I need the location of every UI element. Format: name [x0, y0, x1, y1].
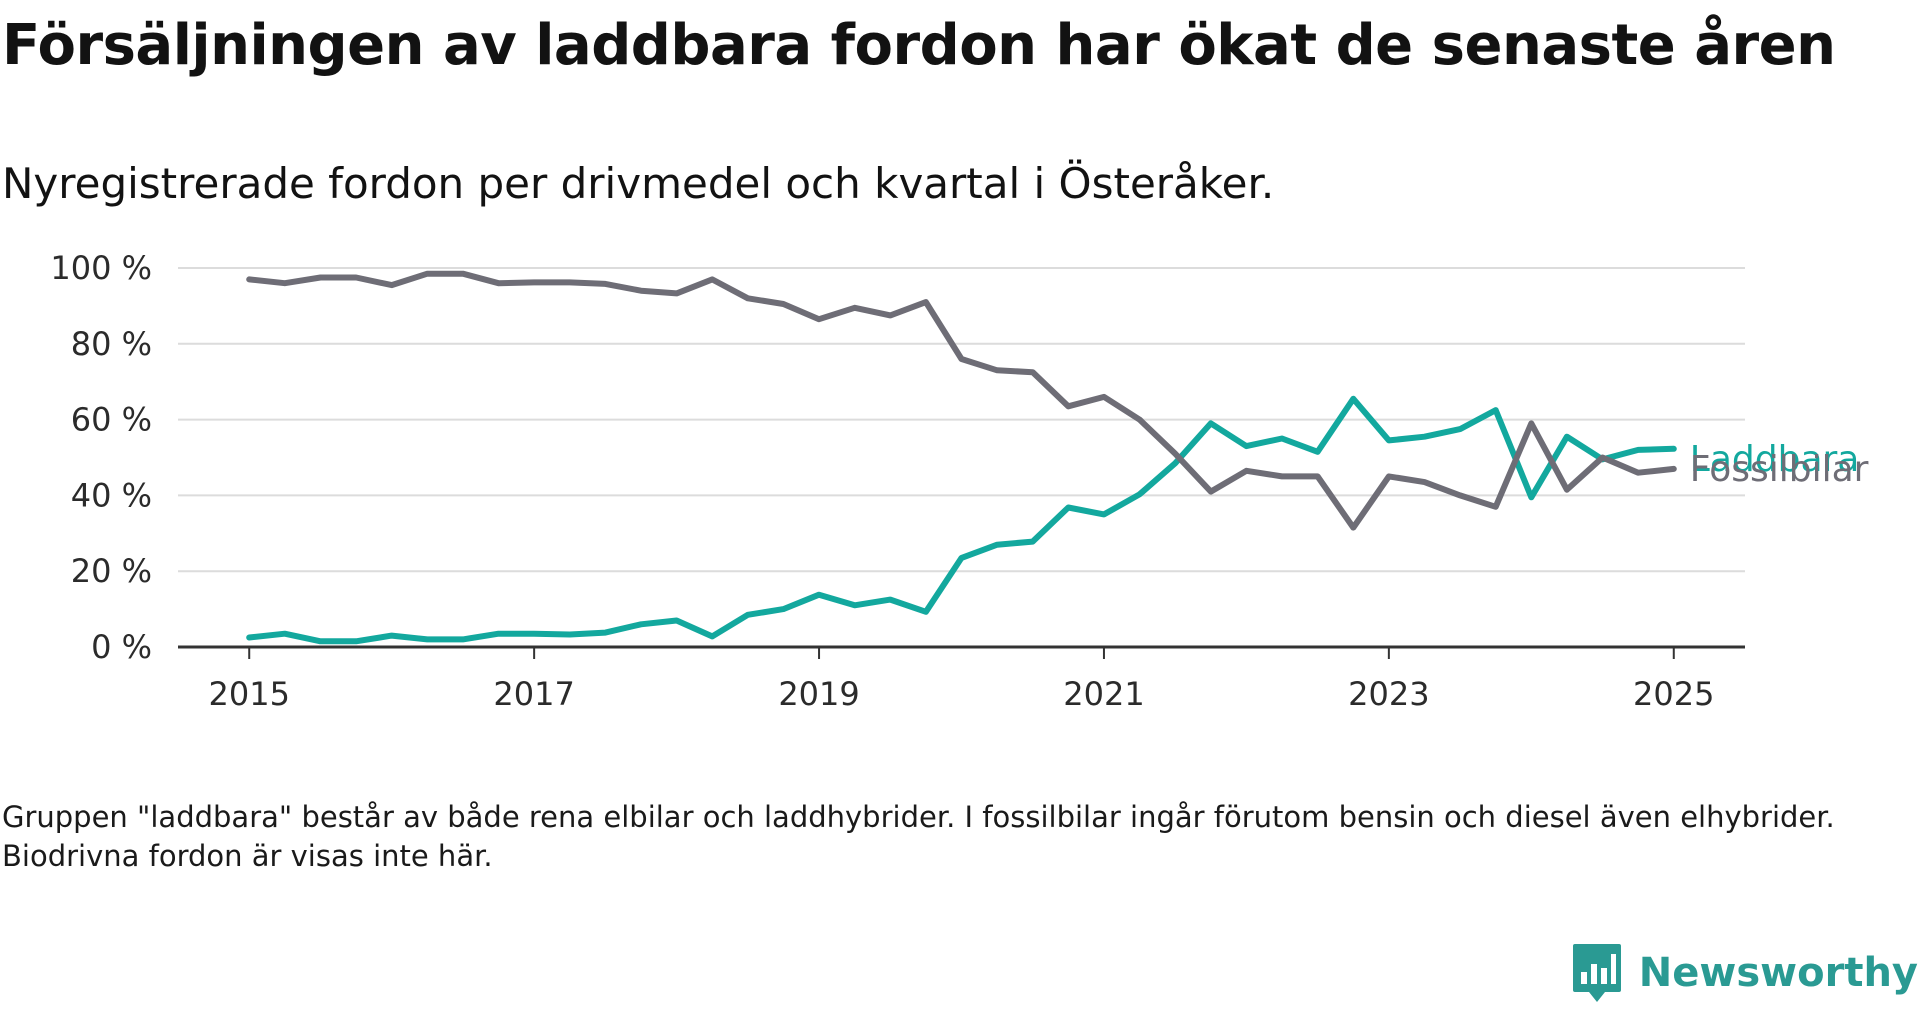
y-tick-label: 0 %: [91, 628, 152, 666]
series-label-fossilbilar: Fossilbilar: [1690, 449, 1869, 490]
x-tick-label: 2025: [1633, 675, 1714, 713]
gridlines: [178, 267, 1745, 573]
brand[interactable]: Newsworthy: [1571, 942, 1918, 1004]
series-line-fossilbilar: [246, 270, 1677, 531]
series-line-laddbara: [246, 395, 1677, 645]
x-tick-label: 2023: [1348, 675, 1429, 713]
x-tick-label: 2019: [778, 675, 859, 713]
newsworthy-logo-icon: [1572, 944, 1621, 1002]
y-tick-label: 40 %: [71, 476, 152, 514]
y-tick-label: 20 %: [71, 552, 152, 590]
x-tick-label: 2017: [493, 675, 574, 713]
x-tick-label: 2015: [209, 675, 290, 713]
series-label-laddbara: Laddbara: [1690, 439, 1860, 480]
x-axis: 2015 2017 2019 2021 2023 2025: [178, 645, 1745, 713]
y-axis-tick-labels: 0 % 20 % 40 % 60 % 80 % 100 %: [50, 249, 152, 666]
series-lines: [246, 270, 1677, 645]
brand-name: Newsworthy: [1638, 950, 1918, 996]
x-tick-label: 2021: [1063, 675, 1144, 713]
y-tick-label: 80 %: [71, 325, 152, 363]
y-tick-label: 60 %: [71, 401, 152, 439]
chart-footnote: Gruppen "laddbara" består av både rena e…: [2, 800, 1835, 873]
line-chart: 0 % 20 % 40 % 60 % 80 % 100 % 2015 2017 2019 202…: [50, 249, 1869, 713]
y-tick-label: 100 %: [50, 249, 152, 287]
chart-subtitle: Nyregistrerade fordon per drivmedel och …: [2, 159, 1275, 208]
chart-title: Försäljningen av laddbara fordon har öka…: [2, 13, 1836, 78]
